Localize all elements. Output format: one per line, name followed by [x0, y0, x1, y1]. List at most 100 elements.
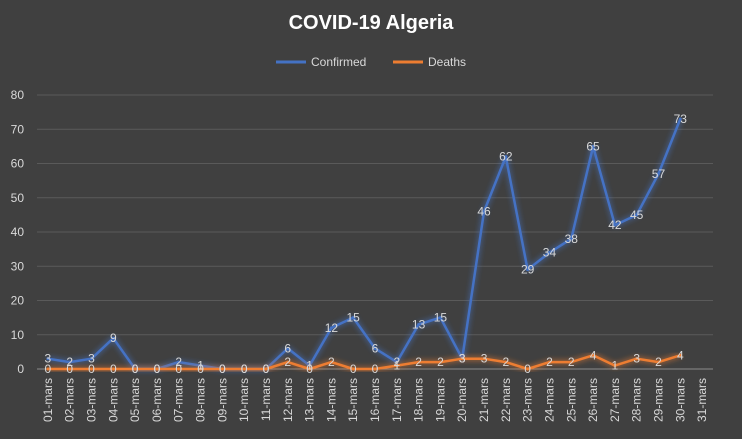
data-point-confirmed [111, 336, 115, 340]
x-tick-label: 18-mars [412, 378, 426, 422]
x-axis: 01-mars 02-mars 03-mars 04-mars 05-mars 06-ma… [41, 378, 709, 422]
data-point-deaths [591, 353, 595, 357]
legend: Confirmed Deaths [276, 55, 466, 69]
data-point-confirmed [199, 364, 203, 368]
x-tick-label: 08-mars [194, 378, 208, 422]
x-tick-label: 30-mars [673, 378, 687, 422]
data-label-deaths: 2 [655, 355, 662, 369]
data-label-confirmed: 6 [284, 341, 291, 355]
data-point-confirmed [656, 172, 660, 176]
x-tick-label: 24-mars [542, 378, 556, 422]
data-point-confirmed [547, 251, 551, 255]
data-point-confirmed [482, 209, 486, 213]
data-point-deaths [329, 360, 333, 364]
y-tick-label: 60 [11, 157, 25, 171]
y-tick-label: 20 [11, 294, 25, 308]
data-label-confirmed: 0 [154, 362, 161, 376]
data-label-deaths: 0 [350, 362, 357, 376]
x-tick-label: 22-mars [499, 378, 513, 422]
data-label-deaths: 0 [372, 362, 379, 376]
x-tick-label: 11-mars [259, 378, 273, 421]
data-point-deaths [351, 367, 355, 371]
data-point-deaths [482, 357, 486, 361]
data-label-confirmed: 73 [674, 112, 688, 126]
data-label-confirmed: 15 [347, 311, 361, 325]
data-point-confirmed [417, 322, 421, 326]
data-label-deaths: 0 [219, 362, 226, 376]
data-point-deaths [504, 360, 508, 364]
data-label-confirmed: 62 [499, 150, 513, 164]
x-tick-label: 15-mars [346, 378, 360, 422]
series-line-deaths [47, 354, 681, 371]
data-point-confirmed [90, 357, 94, 361]
data-point-deaths [613, 364, 617, 368]
data-point-confirmed [613, 223, 617, 227]
x-tick-label: 14-mars [324, 378, 338, 422]
x-tick-label: 25-mars [564, 378, 578, 422]
data-point-confirmed [373, 346, 377, 350]
data-label-deaths: 0 [154, 362, 161, 376]
data-label-deaths: 2 [568, 355, 575, 369]
data-label-confirmed: 0 [132, 362, 139, 376]
x-tick-label: 21-mars [477, 378, 491, 422]
data-label-confirmed: 1 [197, 359, 204, 373]
x-tick-label: 06-mars [150, 378, 164, 422]
y-tick-label: 40 [11, 225, 25, 239]
data-point-deaths [286, 360, 290, 364]
data-label-deaths: 2 [502, 355, 509, 369]
x-tick-label: 01-mars [41, 378, 55, 422]
x-tick-label: 28-mars [630, 378, 644, 422]
x-tick-label: 20-mars [455, 378, 469, 422]
data-label-confirmed: 29 [521, 263, 535, 277]
data-label-confirmed: 15 [434, 311, 448, 325]
data-label-confirmed: 2 [66, 355, 73, 369]
data-point-deaths [133, 367, 137, 371]
data-label-confirmed: 2 [175, 355, 182, 369]
x-tick-label: 31-mars [695, 378, 709, 422]
x-tick-label: 17-mars [390, 378, 404, 422]
data-point-confirmed [286, 346, 290, 350]
data-label-confirmed: 46 [477, 204, 491, 218]
data-label-confirmed: 2 [393, 355, 400, 369]
data-label-deaths: 2 [546, 355, 553, 369]
data-point-deaths [547, 360, 551, 364]
data-point-deaths [656, 360, 660, 364]
data-point-confirmed [591, 144, 595, 148]
data-label-deaths: 0 [132, 362, 139, 376]
data-label-deaths: 0 [197, 362, 204, 376]
data-label-deaths: 0 [524, 362, 531, 376]
x-tick-label: 04-mars [106, 378, 120, 422]
x-tick-label: 16-mars [368, 378, 382, 422]
data-label-confirmed: 0 [241, 362, 248, 376]
series-layer [46, 117, 682, 371]
data-label-confirmed: 42 [608, 218, 622, 232]
data-label-confirmed: 1 [306, 359, 313, 373]
data-label-deaths: 2 [328, 355, 335, 369]
data-point-confirmed [635, 213, 639, 217]
legend-label-deaths: Deaths [428, 55, 466, 69]
data-label-confirmed: 0 [219, 362, 226, 376]
data-point-confirmed [308, 364, 312, 368]
y-axis: 0 10 20 30 40 50 60 70 80 [11, 88, 25, 376]
data-point-deaths [438, 360, 442, 364]
y-tick-label: 80 [11, 88, 25, 102]
y-tick-label: 10 [11, 328, 25, 342]
data-point-confirmed [438, 316, 442, 320]
data-label-confirmed: 3 [459, 352, 466, 366]
data-point-confirmed [46, 357, 50, 361]
data-point-deaths [155, 367, 159, 371]
data-label-deaths: 4 [590, 348, 597, 362]
data-point-deaths [308, 367, 312, 371]
data-point-deaths [373, 367, 377, 371]
data-label-deaths: 0 [88, 362, 95, 376]
x-tick-label: 09-mars [215, 378, 229, 422]
data-point-deaths [242, 367, 246, 371]
data-label-deaths: 0 [241, 362, 248, 376]
data-point-confirmed [526, 268, 530, 272]
data-label-confirmed: 3 [88, 352, 95, 366]
y-tick-label: 50 [11, 191, 25, 205]
data-label-confirmed: 3 [45, 352, 52, 366]
data-label-deaths: 0 [175, 362, 182, 376]
data-label-confirmed: 34 [543, 246, 557, 260]
